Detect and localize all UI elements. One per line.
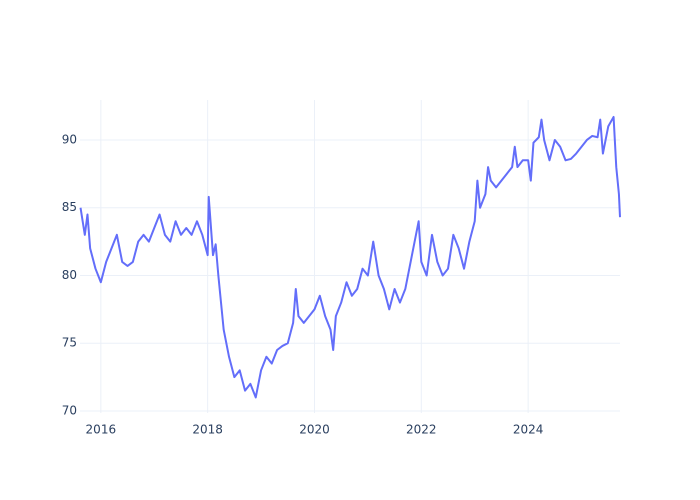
- x-tick-label: 2016: [86, 423, 117, 437]
- x-tick-label: 2018: [192, 423, 223, 437]
- y-tick-label: 85: [62, 200, 77, 214]
- data-line: [79, 115, 621, 399]
- y-tick-label: 70: [62, 403, 77, 417]
- y-tick-label: 90: [62, 132, 77, 146]
- y-tick-label: 80: [62, 268, 77, 282]
- x-tick-label: 2022: [406, 423, 437, 437]
- x-tick-label: 2020: [299, 423, 330, 437]
- x-tick-label: 2024: [513, 423, 544, 437]
- y-tick-label: 75: [62, 336, 77, 350]
